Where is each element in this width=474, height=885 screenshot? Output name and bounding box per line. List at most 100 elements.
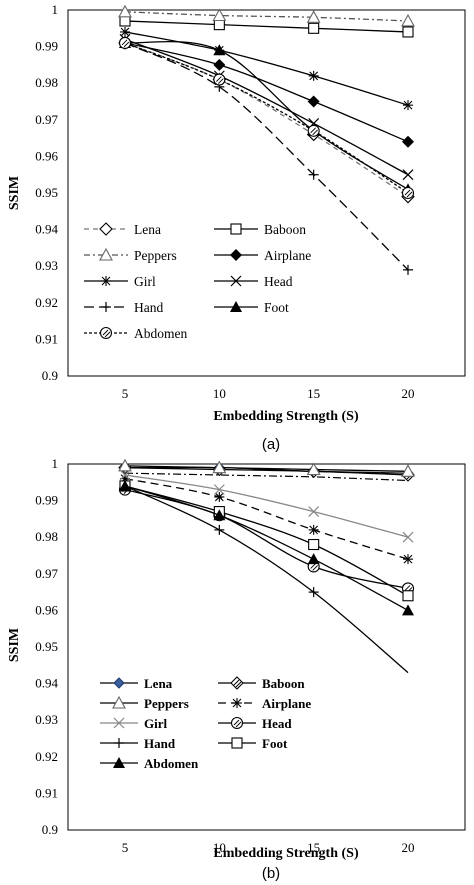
series-hand xyxy=(120,37,413,275)
y-tick-label: 0.98 xyxy=(35,529,58,544)
y-tick-label: 0.92 xyxy=(35,749,58,764)
legend: Lena Baboon Peppers Airplane Girl Head Hand Foo… xyxy=(100,676,311,771)
series-line-airplane xyxy=(124,478,409,560)
series-girl xyxy=(120,26,413,111)
series-abdomen-marker xyxy=(118,36,132,49)
series-girl-marker xyxy=(119,469,131,481)
legend-label: Girl xyxy=(134,274,156,289)
legend-label: Foot xyxy=(262,736,288,751)
series-baboon xyxy=(118,460,415,482)
legend-label: Lena xyxy=(134,222,161,237)
series-abdomen-marker xyxy=(307,124,320,137)
legend-hand-marker xyxy=(114,738,124,748)
x-tick-label: 15 xyxy=(307,840,320,855)
legend-girl-marker xyxy=(101,276,111,286)
legend-lena-marker xyxy=(113,677,125,689)
series-peppers-marker xyxy=(401,464,415,477)
x-tick-label: 10 xyxy=(213,386,226,401)
y-tick-label: 0.97 xyxy=(35,112,58,127)
y-tick-label: 1 xyxy=(52,2,59,17)
y-tick-label: 1 xyxy=(52,456,59,471)
legend-foot-marker xyxy=(230,301,242,312)
y-tick-label: 0.93 xyxy=(35,258,58,273)
legend-baboon-marker xyxy=(230,676,244,690)
series-line-head xyxy=(124,38,409,176)
series-airplane-marker xyxy=(307,95,320,108)
x-axis-label: Embedding Strength (S) xyxy=(213,409,359,424)
series-airplane-marker xyxy=(213,58,226,71)
legend-item-foot: Foot xyxy=(218,736,288,751)
series-baboon-marker xyxy=(119,15,131,27)
series-abdomen xyxy=(118,36,415,200)
series-line-lena xyxy=(124,42,409,198)
legend-item-abdomen: Abdomen xyxy=(84,326,187,341)
legend-label: Foot xyxy=(264,300,289,315)
legend-item-head: Head xyxy=(214,274,293,289)
x-tick-label: 5 xyxy=(122,386,129,401)
y-tick-label: 0.94 xyxy=(35,676,58,691)
series-head-marker xyxy=(402,169,414,181)
legend-label: Baboon xyxy=(262,676,305,691)
series-line-hand xyxy=(124,485,409,674)
legend-label: Hand xyxy=(144,736,176,751)
y-tick-label: 0.95 xyxy=(35,185,58,200)
legend-item-baboon: Baboon xyxy=(218,676,305,691)
series-abdomen xyxy=(119,479,414,616)
series-airplane-marker xyxy=(308,524,319,535)
series-layer xyxy=(118,4,415,275)
x-tick-labels: 5 10 15 20 xyxy=(122,840,415,855)
legend-item-girl: Girl xyxy=(84,274,156,289)
x-tick-labels: 5 10 15 20 xyxy=(122,386,415,401)
y-tick-label: 0.9 xyxy=(42,822,58,837)
series-line-girl xyxy=(124,474,409,538)
y-tick-label: 0.96 xyxy=(35,602,58,617)
legend-label: Abdomen xyxy=(134,326,187,341)
legend-label: Peppers xyxy=(134,248,177,263)
x-tick-label: 20 xyxy=(402,840,415,855)
x-tick-label: 10 xyxy=(213,840,226,855)
legend-item-head: Head xyxy=(218,716,292,731)
series-head xyxy=(119,33,414,181)
series-line-head xyxy=(124,488,409,590)
legend-airplane-marker xyxy=(232,698,242,708)
series-peppers-marker xyxy=(118,458,132,472)
series-hand xyxy=(120,480,409,674)
legend-label: Hand xyxy=(134,300,163,315)
legend-item-lena: Lena xyxy=(100,676,173,691)
series-peppers-marker xyxy=(118,4,132,18)
series-foot-marker xyxy=(213,44,226,56)
series-hand-marker xyxy=(308,169,319,180)
legend-label: Lena xyxy=(144,676,173,691)
series-line-abdomen xyxy=(124,485,409,611)
series-hand-marker xyxy=(214,524,225,535)
x-axis-label: Embedding Strength (S) xyxy=(213,846,359,861)
x-tick-label: 20 xyxy=(402,386,415,401)
y-tick-label: 0.98 xyxy=(35,75,58,90)
series-peppers-marker xyxy=(212,460,227,474)
legend-item-abdomen: Abdomen xyxy=(100,756,199,771)
series-baboon-marker xyxy=(402,26,414,38)
series-peppers-marker xyxy=(306,462,321,476)
series-line-baboon xyxy=(124,20,409,33)
y-axis-label: SSIM xyxy=(7,628,22,662)
series-line-girl xyxy=(124,31,409,106)
legend-baboon-marker xyxy=(230,223,242,235)
series-foot xyxy=(119,36,414,195)
legend-label: Abdomen xyxy=(144,756,199,771)
series-airplane-marker xyxy=(402,135,414,148)
series-line-dashdot xyxy=(124,472,409,482)
y-tick-label: 0.96 xyxy=(35,148,58,163)
legend-item-hand: Hand xyxy=(84,300,163,315)
series-lena xyxy=(118,36,415,204)
series-abdomen-marker xyxy=(119,479,131,491)
series-layer xyxy=(118,458,415,674)
series-foot-marker xyxy=(308,538,320,551)
legend-peppers-marker xyxy=(112,695,126,709)
series-girl-marker xyxy=(402,531,414,543)
series-hand-marker xyxy=(403,264,413,275)
legend-girl-marker xyxy=(113,717,125,729)
x-tick-label: 15 xyxy=(307,386,320,401)
legend-abdomen-marker xyxy=(99,326,113,340)
y-tick-label: 0.91 xyxy=(35,785,58,800)
